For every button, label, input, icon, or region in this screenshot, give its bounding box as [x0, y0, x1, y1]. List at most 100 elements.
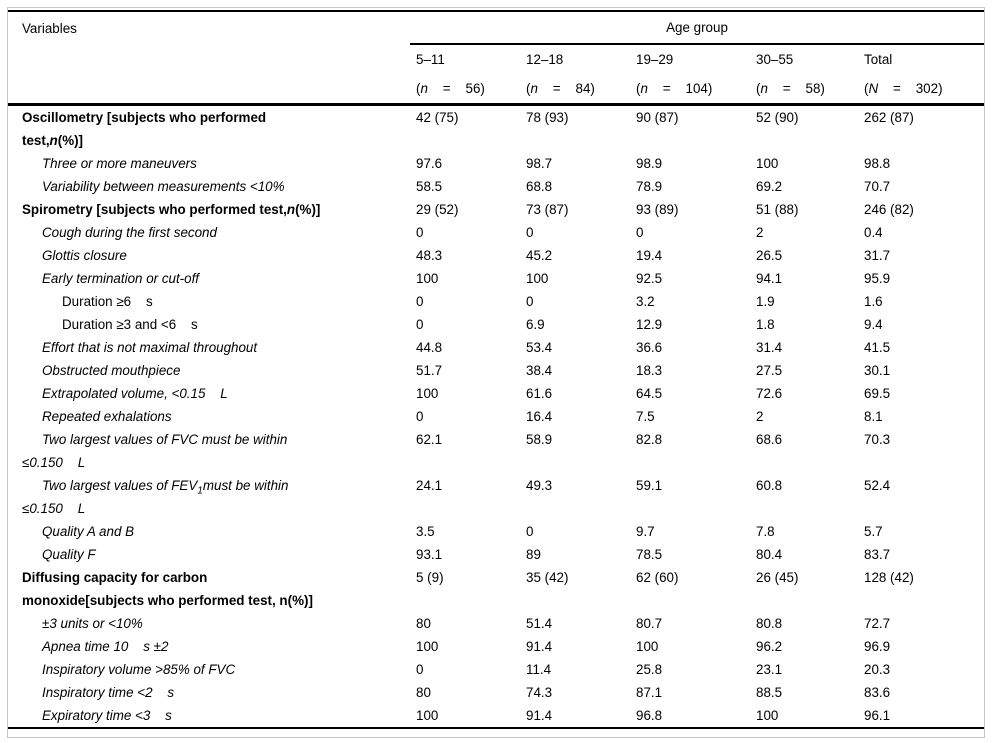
row-value: 72.7	[864, 616, 891, 631]
row-label: Oscillometry [subjects who performed tes…	[8, 105, 416, 153]
table-figure-frame: Variables Age group 5–11 12–18 19–29 30–55 T…	[7, 7, 985, 738]
table-row: Extrapolated volume, <0.15 L 100 61.6 64.5 7…	[8, 382, 984, 405]
row-value: 38.4	[526, 363, 553, 378]
row-value: 30.1	[864, 363, 891, 378]
row-value: 49.3	[526, 478, 553, 493]
label-fragment: n	[530, 80, 538, 96]
row-value: 29 (52)	[416, 202, 459, 217]
row-value: 41.5	[864, 340, 891, 355]
row-value: 59.1	[636, 478, 663, 493]
label-fragment: n	[640, 80, 648, 96]
label-fragment: (	[636, 80, 641, 96]
row-value: 24.1	[416, 478, 443, 493]
label-fragment: (	[526, 80, 531, 96]
table-row: Variability between measurements <10% 58.…	[8, 175, 984, 198]
row-value: 0	[526, 294, 534, 309]
row-value: 58.9	[526, 432, 553, 447]
row-value: 100	[416, 708, 439, 723]
sample-count-2: (n = 104)	[636, 73, 756, 106]
row-value: 7.5	[636, 409, 655, 424]
row-value: 52.4	[864, 478, 891, 493]
row-label: Duration ≥6 s	[8, 290, 416, 313]
sample-count-3: (n = 58)	[756, 73, 864, 106]
row-value: 58.5	[416, 179, 443, 194]
row-value: 35 (42)	[526, 570, 569, 585]
row-value: 5.7	[864, 524, 883, 539]
table-row: Quality A and B 3.5 0 9.7 7.8 5.7	[8, 520, 984, 543]
table-row: Inspiratory time <2 s 80 74.3 87.1 88.5 83.6	[8, 681, 984, 704]
row-value: 0.4	[864, 225, 883, 240]
row-value: 87.1	[636, 685, 663, 700]
row-value: 48.3	[416, 248, 443, 263]
row-value: 0	[416, 662, 424, 677]
row-value: 0	[526, 524, 534, 539]
row-value: 2	[756, 225, 764, 240]
label-fragment: Oscillometry [subjects who performed tes…	[22, 110, 267, 148]
row-value: 92.5	[636, 271, 663, 286]
header-row-age-ranges: 5–11 12–18 19–29 30–55 Total	[8, 45, 984, 73]
row-label: Two largest values of FVC must be within…	[8, 428, 416, 474]
table-row: Two largest values of FEV1must be within…	[8, 474, 984, 520]
table-row: Glottis closure 48.3 45.2 19.4 26.5 31.7	[8, 244, 984, 267]
table-row: Oscillometry [subjects who performed tes…	[8, 105, 984, 153]
variables-header: Variables	[22, 21, 77, 36]
row-label: Repeated exhalations	[8, 405, 416, 428]
label-fragment: = 104)	[647, 80, 713, 96]
label-fragment: Repeated exhalations	[42, 409, 172, 424]
label-fragment: Apnea time 10 s ±2	[42, 639, 169, 654]
age-range-label-0: 5–11	[416, 51, 445, 67]
row-value: 96.2	[756, 639, 783, 654]
table-row: ±3 units or <10% 80 51.4 80.7 80.8 72.7	[8, 612, 984, 635]
row-value: 25.8	[636, 662, 663, 677]
row-value: 73 (87)	[526, 202, 569, 217]
row-value: 62 (60)	[636, 570, 679, 585]
row-value: 26.5	[756, 248, 783, 263]
row-value: 82.8	[636, 432, 663, 447]
label-fragment: Obstructed mouthpiece	[42, 363, 181, 378]
row-value: 70.7	[864, 179, 891, 194]
row-value: 100	[526, 271, 549, 286]
row-value: 80.7	[636, 616, 663, 631]
row-value: 51.7	[416, 363, 443, 378]
row-value: 31.4	[756, 340, 783, 355]
row-value: 100	[756, 156, 779, 171]
row-value: 0	[416, 409, 424, 424]
row-value: 0	[416, 294, 424, 309]
row-value: 83.7	[864, 547, 891, 562]
row-label: Obstructed mouthpiece	[8, 359, 416, 382]
row-value: 80	[416, 616, 431, 631]
row-value: 70.3	[864, 432, 891, 447]
label-fragment: Effort that is not maximal throughout	[42, 340, 258, 355]
row-value: 91.4	[526, 708, 553, 723]
row-value: 98.7	[526, 156, 553, 171]
row-value: 80.4	[756, 547, 783, 562]
row-value: 64.5	[636, 386, 663, 401]
row-value: 78.9	[636, 179, 663, 194]
row-value: 93 (89)	[636, 202, 679, 217]
label-fragment: (%)]	[57, 133, 84, 148]
row-value: 45.2	[526, 248, 553, 263]
age-group-cell: Age group	[410, 11, 985, 45]
row-label: Spirometry [subjects who performed test,…	[8, 198, 416, 221]
label-fragment: Two largest values of FEV	[42, 478, 198, 493]
table-row: Two largest values of FVC must be within…	[8, 428, 984, 474]
label-fragment: Inspiratory time <2 s	[42, 685, 175, 700]
label-fragment: = 84)	[537, 80, 595, 96]
row-value: 91.4	[526, 639, 553, 654]
row-label: Early termination or cut-off	[8, 267, 416, 290]
row-label: Diffusing capacity for carbon monoxide[s…	[8, 566, 416, 612]
row-value: 0	[416, 225, 424, 240]
label-fragment: n	[286, 202, 296, 217]
row-value: 100	[756, 708, 779, 723]
row-value: 19.4	[636, 248, 663, 263]
age-range-label-1: 12–18	[526, 51, 564, 67]
row-value: 100	[636, 639, 659, 654]
row-label: Two largest values of FEV1must be within…	[8, 474, 416, 520]
label-fragment: N	[868, 80, 879, 96]
row-value: 93.1	[416, 547, 443, 562]
label-fragment: (	[416, 80, 421, 96]
row-label: Extrapolated volume, <0.15 L	[8, 382, 416, 405]
row-value: 96.1	[864, 708, 891, 723]
row-value: 98.9	[636, 156, 663, 171]
row-value: 88.5	[756, 685, 783, 700]
